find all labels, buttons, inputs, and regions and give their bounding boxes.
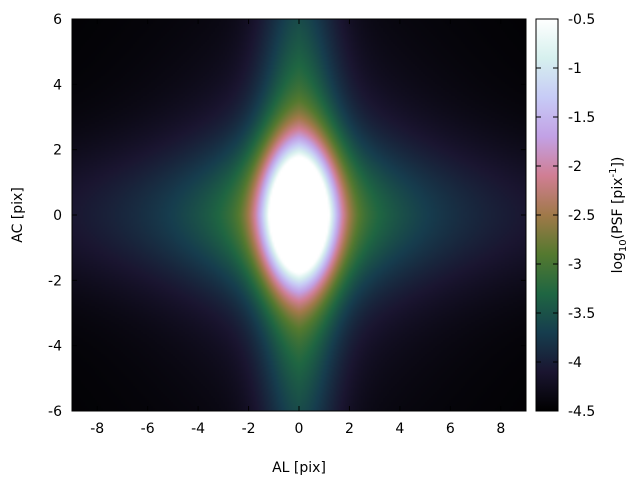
y-tick-label: -6 <box>48 404 62 420</box>
colorbar-tick-label: -2 <box>568 159 582 175</box>
colorbar-tick-label: -0.5 <box>568 12 595 28</box>
x-tick-label: 2 <box>345 421 354 437</box>
y-axis-label: AC [pix] <box>10 187 26 243</box>
colorbar-tick-label: -1 <box>568 61 582 77</box>
colorbar-tick-label: -3.5 <box>568 306 595 322</box>
x-axis-ticks: -8 -6 -4 -2 0 2 4 6 8 <box>90 19 505 437</box>
colorbar-tick-label: -4.5 <box>568 404 595 420</box>
x-tick-label: -8 <box>90 421 104 437</box>
colorbar-tick-label: -4 <box>568 355 582 371</box>
x-tick-label: -2 <box>242 421 256 437</box>
heatmap-image <box>72 19 526 411</box>
x-tick-label: -6 <box>141 421 155 437</box>
x-tick-label: 8 <box>496 421 505 437</box>
y-tick-label: 0 <box>53 208 62 224</box>
y-tick-label: 2 <box>53 143 62 159</box>
colorbar-ticks: -4.5 -4 -3.5 -3 -2.5 -2 -1.5 -1 -0.5 <box>536 12 595 420</box>
x-tick-label: 0 <box>295 421 304 437</box>
x-tick-label: -4 <box>191 421 205 437</box>
y-tick-label: -4 <box>48 339 62 355</box>
colorbar-label: log10(PSF [pix-1]) <box>608 157 629 274</box>
y-tick-label: 6 <box>53 12 62 28</box>
x-tick-label: 4 <box>395 421 404 437</box>
colorbar-tick-label: -1.5 <box>568 110 595 126</box>
y-tick-label: 4 <box>53 77 62 93</box>
x-tick-label: 6 <box>446 421 455 437</box>
x-axis-label: AL [pix] <box>272 460 326 476</box>
colorbar-tick-label: -3 <box>568 257 582 273</box>
colorbar-tick-label: -2.5 <box>568 208 595 224</box>
y-tick-label: -2 <box>48 273 62 289</box>
y-axis-ticks: -6 -4 -2 0 2 4 6 <box>48 12 526 420</box>
